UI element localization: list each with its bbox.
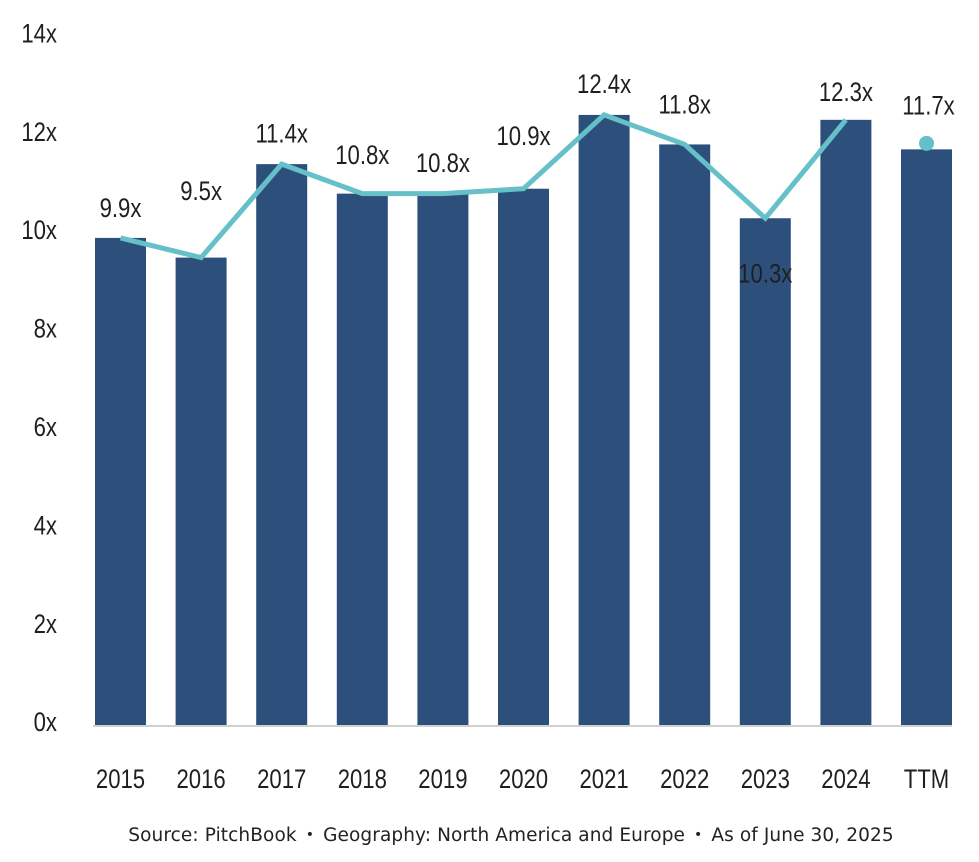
bars xyxy=(95,114,952,726)
data-label: 11.4x xyxy=(255,119,308,149)
x-tick-label: 2017 xyxy=(257,765,306,795)
y-tick-label: 12x xyxy=(21,118,57,148)
data-labels: 9.9x 9.5x 11.4x 10.8x 10.8x 10.9x 12.4x 11.8x 10… xyxy=(100,70,956,289)
as-of-text: As of June 30, 2025 xyxy=(711,825,894,846)
data-label: 9.9x xyxy=(100,194,142,224)
data-label: 11.7x xyxy=(902,92,955,122)
y-tick-label: 14x xyxy=(21,19,57,49)
data-label: 10.8x xyxy=(335,141,390,171)
x-tick-label: 2024 xyxy=(821,765,870,795)
source-footer: Source: PitchBook • Geography: North Ameri… xyxy=(0,825,979,846)
bar xyxy=(820,119,872,726)
x-tick-label: 2019 xyxy=(418,765,467,795)
bar xyxy=(498,188,549,726)
bar xyxy=(417,193,469,725)
bar xyxy=(659,144,711,725)
y-tick-label: 0x xyxy=(34,708,58,738)
y-tick-label: 6x xyxy=(34,413,58,443)
bar xyxy=(256,164,308,725)
y-tick-label: 4x xyxy=(34,511,58,541)
source-text: Source: PitchBook xyxy=(128,825,297,846)
data-label: 10.9x xyxy=(496,122,551,152)
data-label: 10.3x xyxy=(738,259,793,289)
x-tick-label: 2015 xyxy=(96,765,145,795)
bar xyxy=(336,193,388,725)
data-label: 9.5x xyxy=(180,177,222,207)
bar xyxy=(739,218,791,726)
x-axis: 2015 2016 2017 2018 2019 2020 2021 2022 2023 2024… xyxy=(96,765,949,795)
bar xyxy=(175,257,227,725)
y-tick-label: 8x xyxy=(34,315,58,345)
line-path xyxy=(119,112,848,261)
separator-dot: • xyxy=(694,827,703,843)
data-label: 11.8x xyxy=(658,91,711,121)
bar xyxy=(578,114,630,726)
bar xyxy=(901,149,952,726)
data-label: 12.4x xyxy=(577,70,632,100)
y-axis: 0x 2x 4x 6x 8x 10x 12x 14x xyxy=(21,19,57,737)
separator-dot: • xyxy=(305,827,315,843)
line-series xyxy=(119,112,934,261)
x-tick-label: 2020 xyxy=(499,765,548,795)
bar xyxy=(95,237,146,726)
data-label: 12.3x xyxy=(819,78,874,108)
geography-text: Geography: North America and Europe xyxy=(323,825,686,846)
x-tick-label: TTM xyxy=(904,765,949,795)
x-tick-label: 2023 xyxy=(741,765,790,795)
data-label: 10.8x xyxy=(416,149,471,179)
y-tick-label: 2x xyxy=(34,610,58,640)
x-tick-label: 2021 xyxy=(579,765,628,795)
y-tick-label: 10x xyxy=(21,216,57,246)
ttm-marker xyxy=(919,135,934,151)
x-tick-label: 2016 xyxy=(176,765,225,795)
x-tick-label: 2018 xyxy=(338,765,387,795)
x-tick-label: 2022 xyxy=(660,765,709,795)
